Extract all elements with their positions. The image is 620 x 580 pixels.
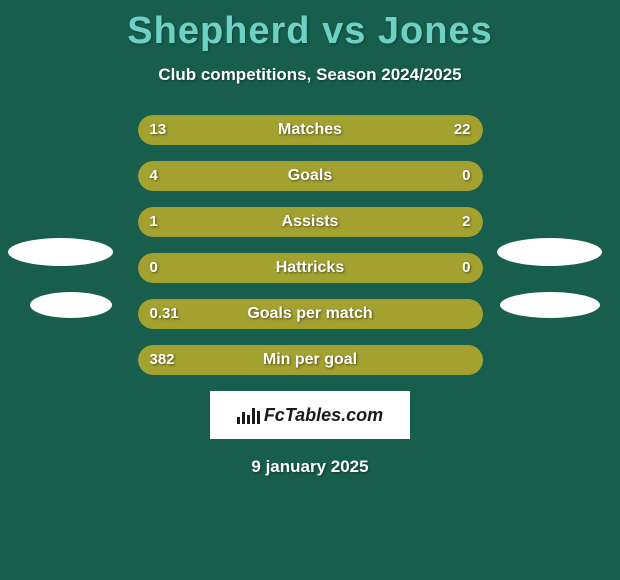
stat-label: Goals <box>138 161 483 191</box>
comparison-title: Shepherd vs Jones <box>0 0 620 53</box>
stat-label: Matches <box>138 115 483 145</box>
snapshot-date: 9 january 2025 <box>0 457 620 477</box>
logo-text: FcTables.com <box>264 405 383 426</box>
stat-label: Min per goal <box>138 345 483 375</box>
stats-bars: 1322Matches 40Goals 12Assists 00Hattricks 0.… <box>138 115 483 375</box>
stat-label: Goals per match <box>138 299 483 329</box>
stat-row: 12Assists <box>138 207 483 237</box>
fctables-logo: FcTables.com <box>210 391 410 439</box>
player-photo-right-2 <box>500 292 600 318</box>
stat-label: Assists <box>138 207 483 237</box>
player-photo-left-2 <box>30 292 112 318</box>
comparison-subtitle: Club competitions, Season 2024/2025 <box>0 65 620 85</box>
player-photo-left-1 <box>8 238 113 266</box>
stat-label: Hattricks <box>138 253 483 283</box>
player-photo-right-1 <box>497 238 602 266</box>
stat-row: 00Hattricks <box>138 253 483 283</box>
stat-row: 40Goals <box>138 161 483 191</box>
stat-row: 1322Matches <box>138 115 483 145</box>
bars-icon <box>237 406 260 424</box>
stat-row: 0.31Goals per match <box>138 299 483 329</box>
stat-row: 382Min per goal <box>138 345 483 375</box>
comparison-content: 1322Matches 40Goals 12Assists 00Hattricks 0.… <box>0 115 620 477</box>
